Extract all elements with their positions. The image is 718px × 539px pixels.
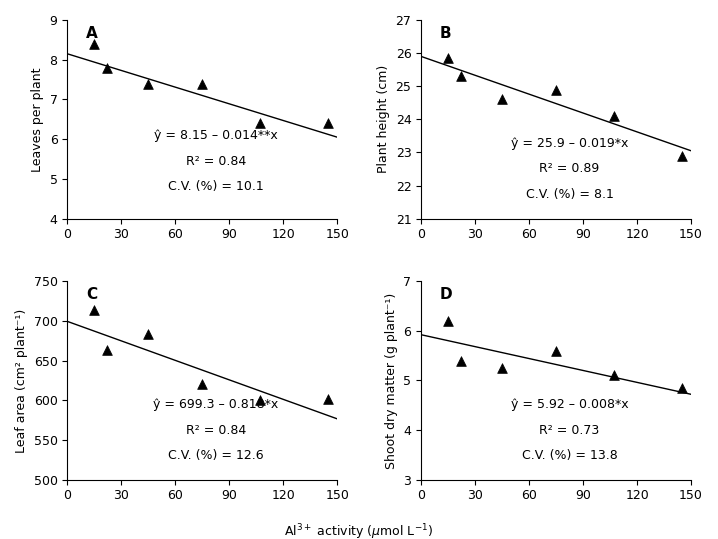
Y-axis label: Leaves per plant: Leaves per plant xyxy=(31,67,44,171)
Text: R² = 0.89: R² = 0.89 xyxy=(539,162,600,176)
Text: R² = 0.84: R² = 0.84 xyxy=(186,155,246,168)
Point xyxy=(442,316,454,325)
Y-axis label: Leaf area (cm² plant⁻¹): Leaf area (cm² plant⁻¹) xyxy=(15,308,28,453)
Point xyxy=(197,79,208,88)
Point xyxy=(496,95,508,104)
Text: R² = 0.84: R² = 0.84 xyxy=(186,424,246,437)
Point xyxy=(455,356,467,365)
Y-axis label: Shoot dry matter (g plant⁻¹): Shoot dry matter (g plant⁻¹) xyxy=(385,292,398,468)
Text: Al$^{3+}$ activity ($\mu$mol L$^{-1}$): Al$^{3+}$ activity ($\mu$mol L$^{-1}$) xyxy=(284,522,434,539)
Point xyxy=(550,85,561,94)
Text: B: B xyxy=(440,26,452,41)
Text: C.V. (%) = 10.1: C.V. (%) = 10.1 xyxy=(168,181,264,194)
Point xyxy=(455,72,467,81)
Text: ŷ = 699.3 – 0.818*x: ŷ = 699.3 – 0.818*x xyxy=(153,398,279,411)
Point xyxy=(197,379,208,388)
Point xyxy=(142,79,154,88)
Point xyxy=(322,119,334,128)
Point xyxy=(496,364,508,372)
Point xyxy=(88,306,100,314)
Point xyxy=(254,119,266,128)
Point xyxy=(676,384,688,392)
Point xyxy=(101,346,113,355)
Text: C.V. (%) = 8.1: C.V. (%) = 8.1 xyxy=(526,188,613,201)
Text: ŷ = 25.9 – 0.019*x: ŷ = 25.9 – 0.019*x xyxy=(511,137,628,150)
Text: A: A xyxy=(86,26,98,41)
Point xyxy=(442,54,454,63)
Text: C: C xyxy=(86,287,98,302)
Point xyxy=(550,346,561,355)
Point xyxy=(254,396,266,405)
Point xyxy=(142,329,154,338)
Text: C.V. (%) = 13.8: C.V. (%) = 13.8 xyxy=(522,450,617,462)
Y-axis label: Plant height (cm): Plant height (cm) xyxy=(377,65,390,174)
Text: ŷ = 5.92 – 0.008*x: ŷ = 5.92 – 0.008*x xyxy=(510,398,628,411)
Point xyxy=(608,371,620,380)
Point xyxy=(676,151,688,160)
Point xyxy=(608,112,620,120)
Point xyxy=(88,39,100,48)
Point xyxy=(322,395,334,404)
Text: C.V. (%) = 12.6: C.V. (%) = 12.6 xyxy=(168,450,264,462)
Text: ŷ = 8.15 – 0.014**x: ŷ = 8.15 – 0.014**x xyxy=(154,129,278,142)
Text: R² = 0.73: R² = 0.73 xyxy=(539,424,600,437)
Point xyxy=(101,64,113,72)
Text: D: D xyxy=(440,287,452,302)
